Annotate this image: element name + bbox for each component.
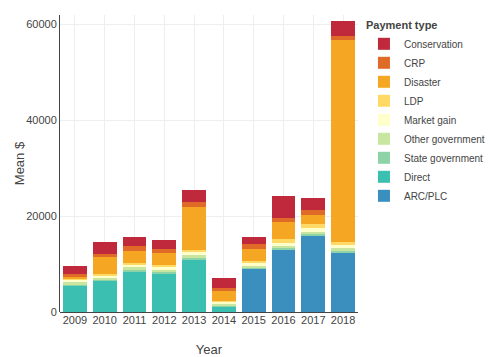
svg-text:2010: 2010 (92, 314, 116, 326)
svg-text:2018: 2018 (331, 314, 355, 326)
svg-text:Market gain: Market gain (404, 115, 456, 126)
svg-text:2011: 2011 (123, 314, 147, 326)
svg-text:Payment type: Payment type (366, 19, 438, 31)
svg-text:Disaster: Disaster (404, 77, 441, 88)
svg-text:Other government: Other government (404, 134, 485, 145)
svg-text:2017: 2017 (301, 314, 325, 326)
svg-text:2014: 2014 (212, 314, 236, 326)
svg-text:2015: 2015 (241, 314, 265, 326)
svg-text:2009: 2009 (63, 314, 87, 326)
svg-text:60000: 60000 (26, 18, 57, 30)
svg-text:LDP: LDP (404, 96, 424, 107)
svg-text:Direct: Direct (404, 172, 430, 183)
svg-text:40000: 40000 (26, 114, 57, 126)
svg-text:Mean $: Mean $ (12, 141, 27, 185)
svg-text:Conservation: Conservation (404, 39, 463, 50)
svg-text:ARC/PLC: ARC/PLC (404, 191, 447, 202)
svg-text:State government: State government (404, 153, 483, 164)
svg-text:20000: 20000 (26, 210, 57, 222)
svg-text:0: 0 (51, 306, 57, 318)
svg-text:2013: 2013 (182, 314, 206, 326)
svg-text:2012: 2012 (152, 314, 176, 326)
svg-text:CRP: CRP (404, 58, 425, 69)
svg-text:2016: 2016 (271, 314, 295, 326)
svg-text:Year: Year (196, 342, 223, 357)
